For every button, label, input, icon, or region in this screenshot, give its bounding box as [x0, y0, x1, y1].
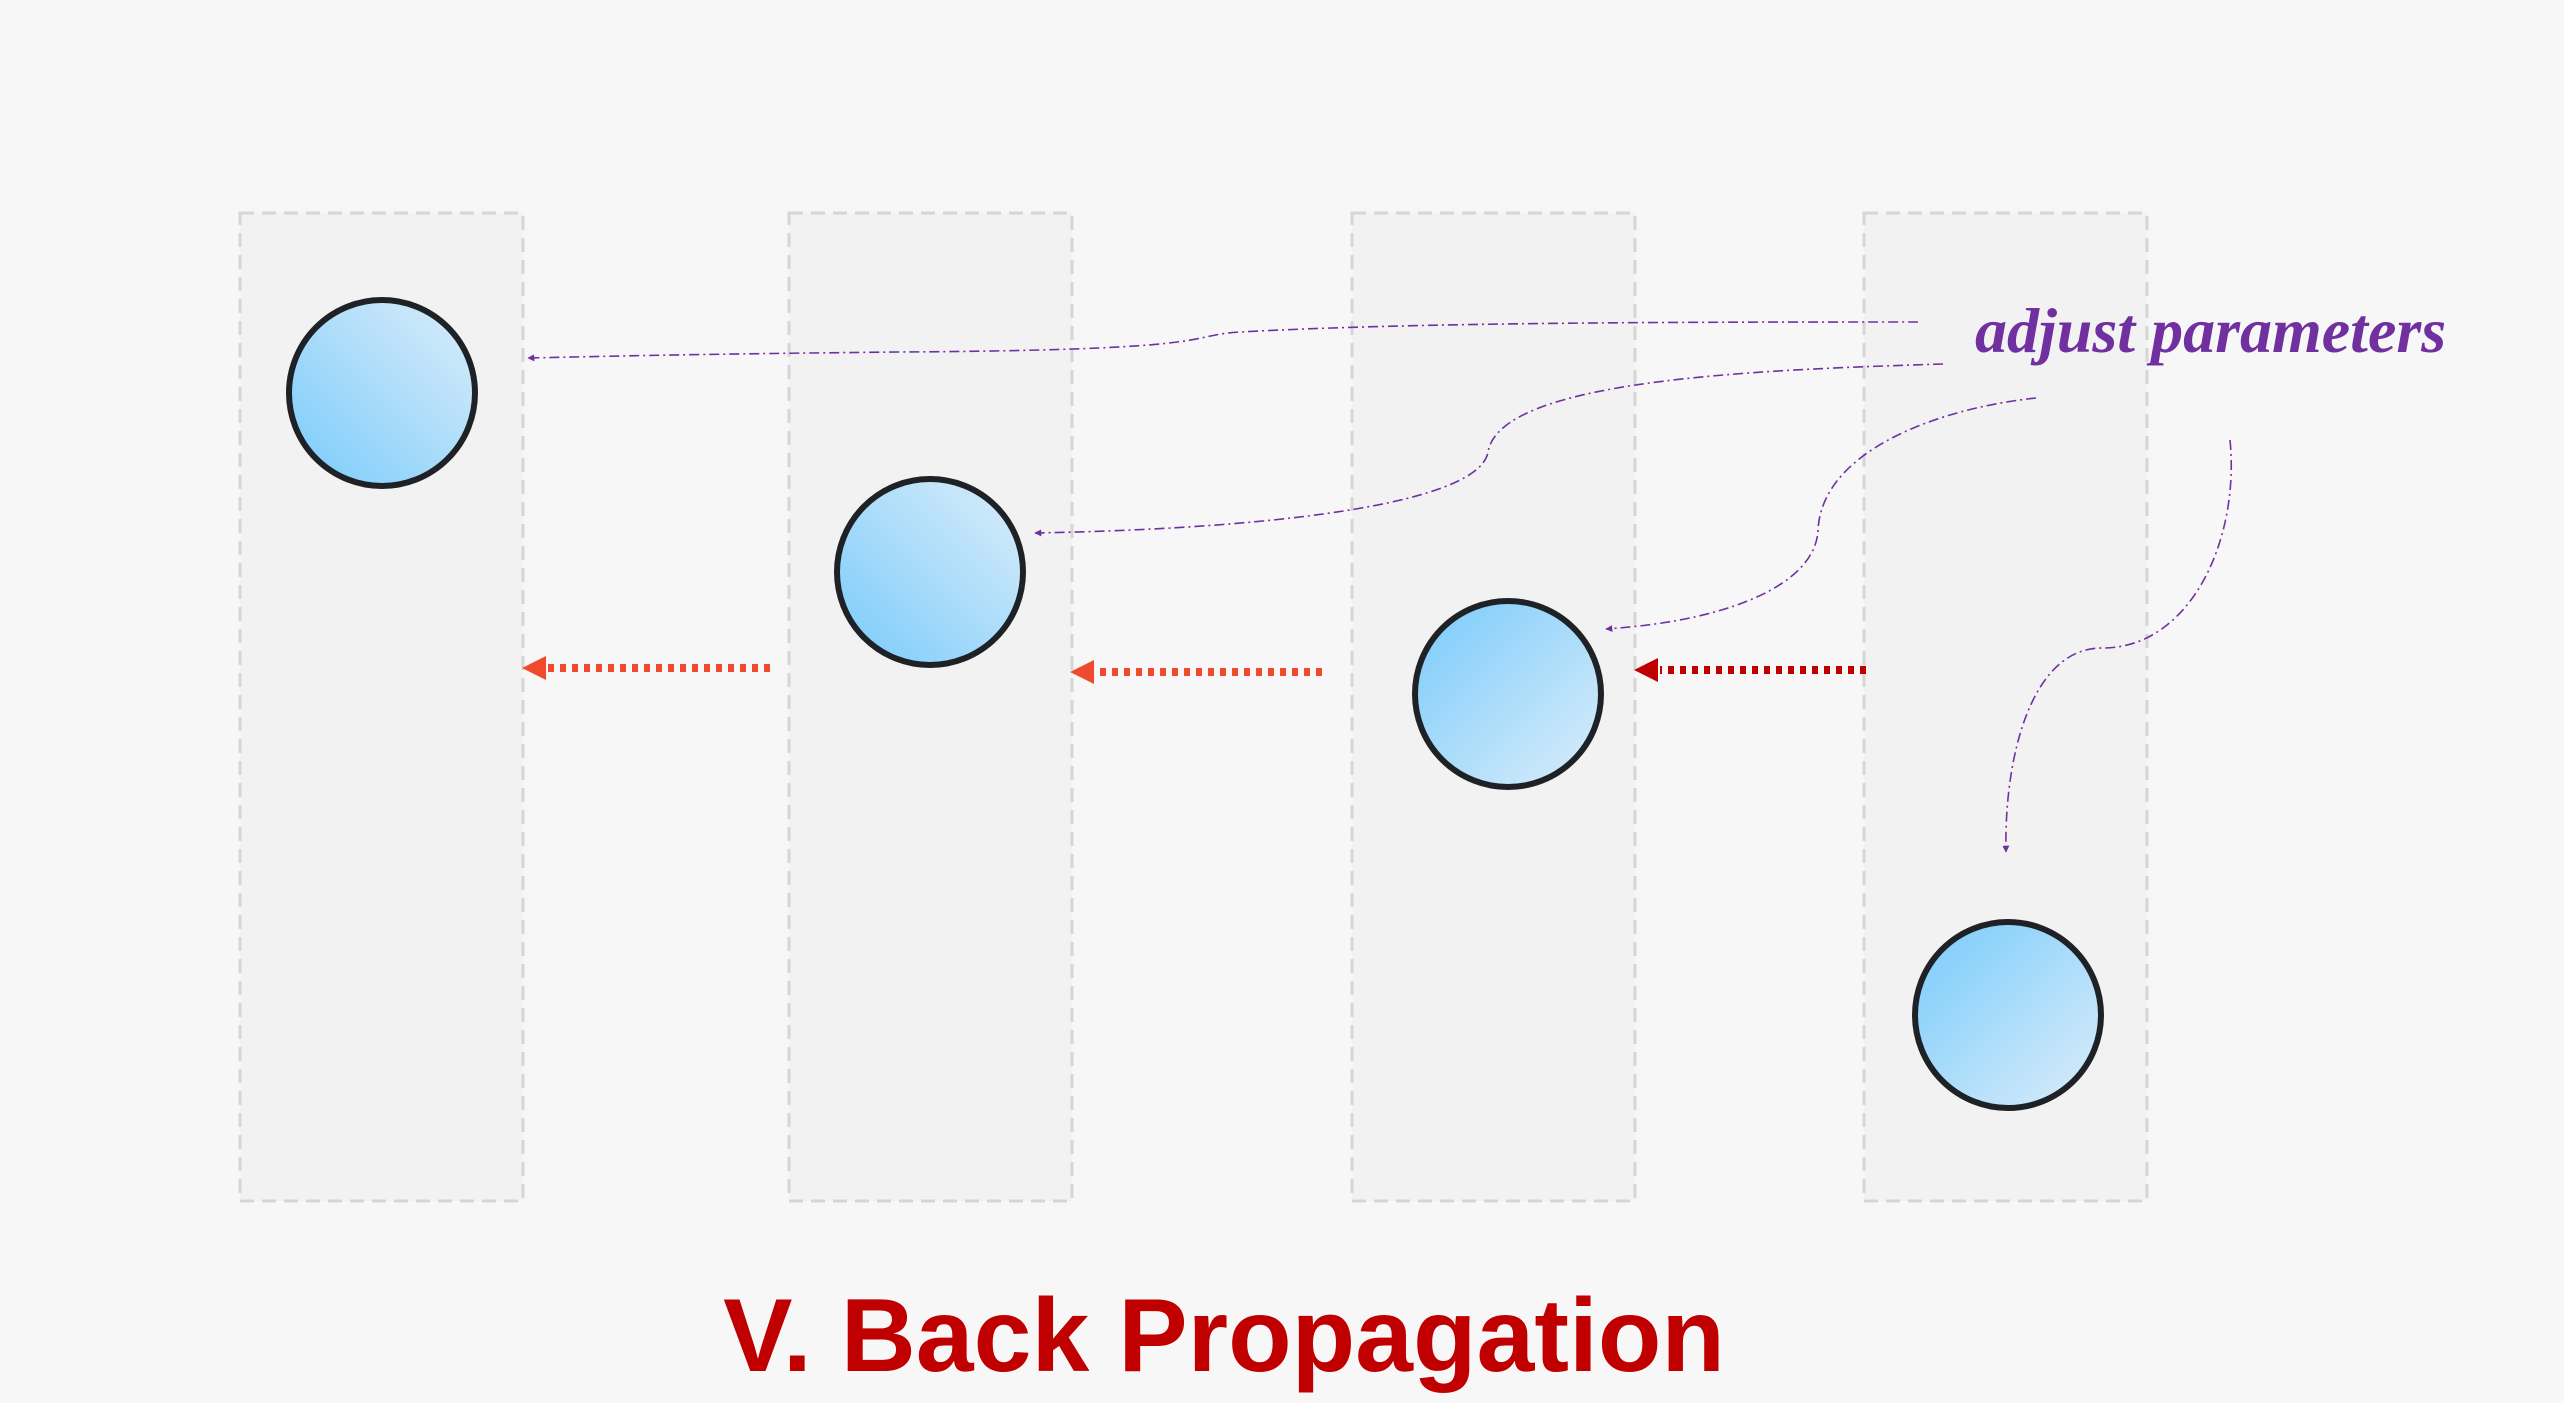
node-layer-4 — [1912, 919, 2104, 1111]
adjust-arrow-to-layer-1 — [527, 321, 1919, 362]
adjust-arrow-to-layer-2 — [1034, 363, 1944, 537]
node-layer-1 — [286, 297, 478, 489]
diagram-title: V. Back Propagation — [723, 1278, 1725, 1394]
layer-column-2 — [787, 211, 1074, 1203]
backward-arrow-1 — [522, 656, 770, 680]
backward-arrow-3 — [1634, 658, 1866, 682]
node-layer-2 — [834, 476, 1026, 668]
backward-arrow-2 — [1070, 660, 1322, 684]
node-layer-3 — [1412, 598, 1604, 790]
adjust-arrow-to-layer-4 — [2002, 439, 2232, 853]
adjust-parameters-label: adjust parameters — [1975, 295, 2446, 366]
